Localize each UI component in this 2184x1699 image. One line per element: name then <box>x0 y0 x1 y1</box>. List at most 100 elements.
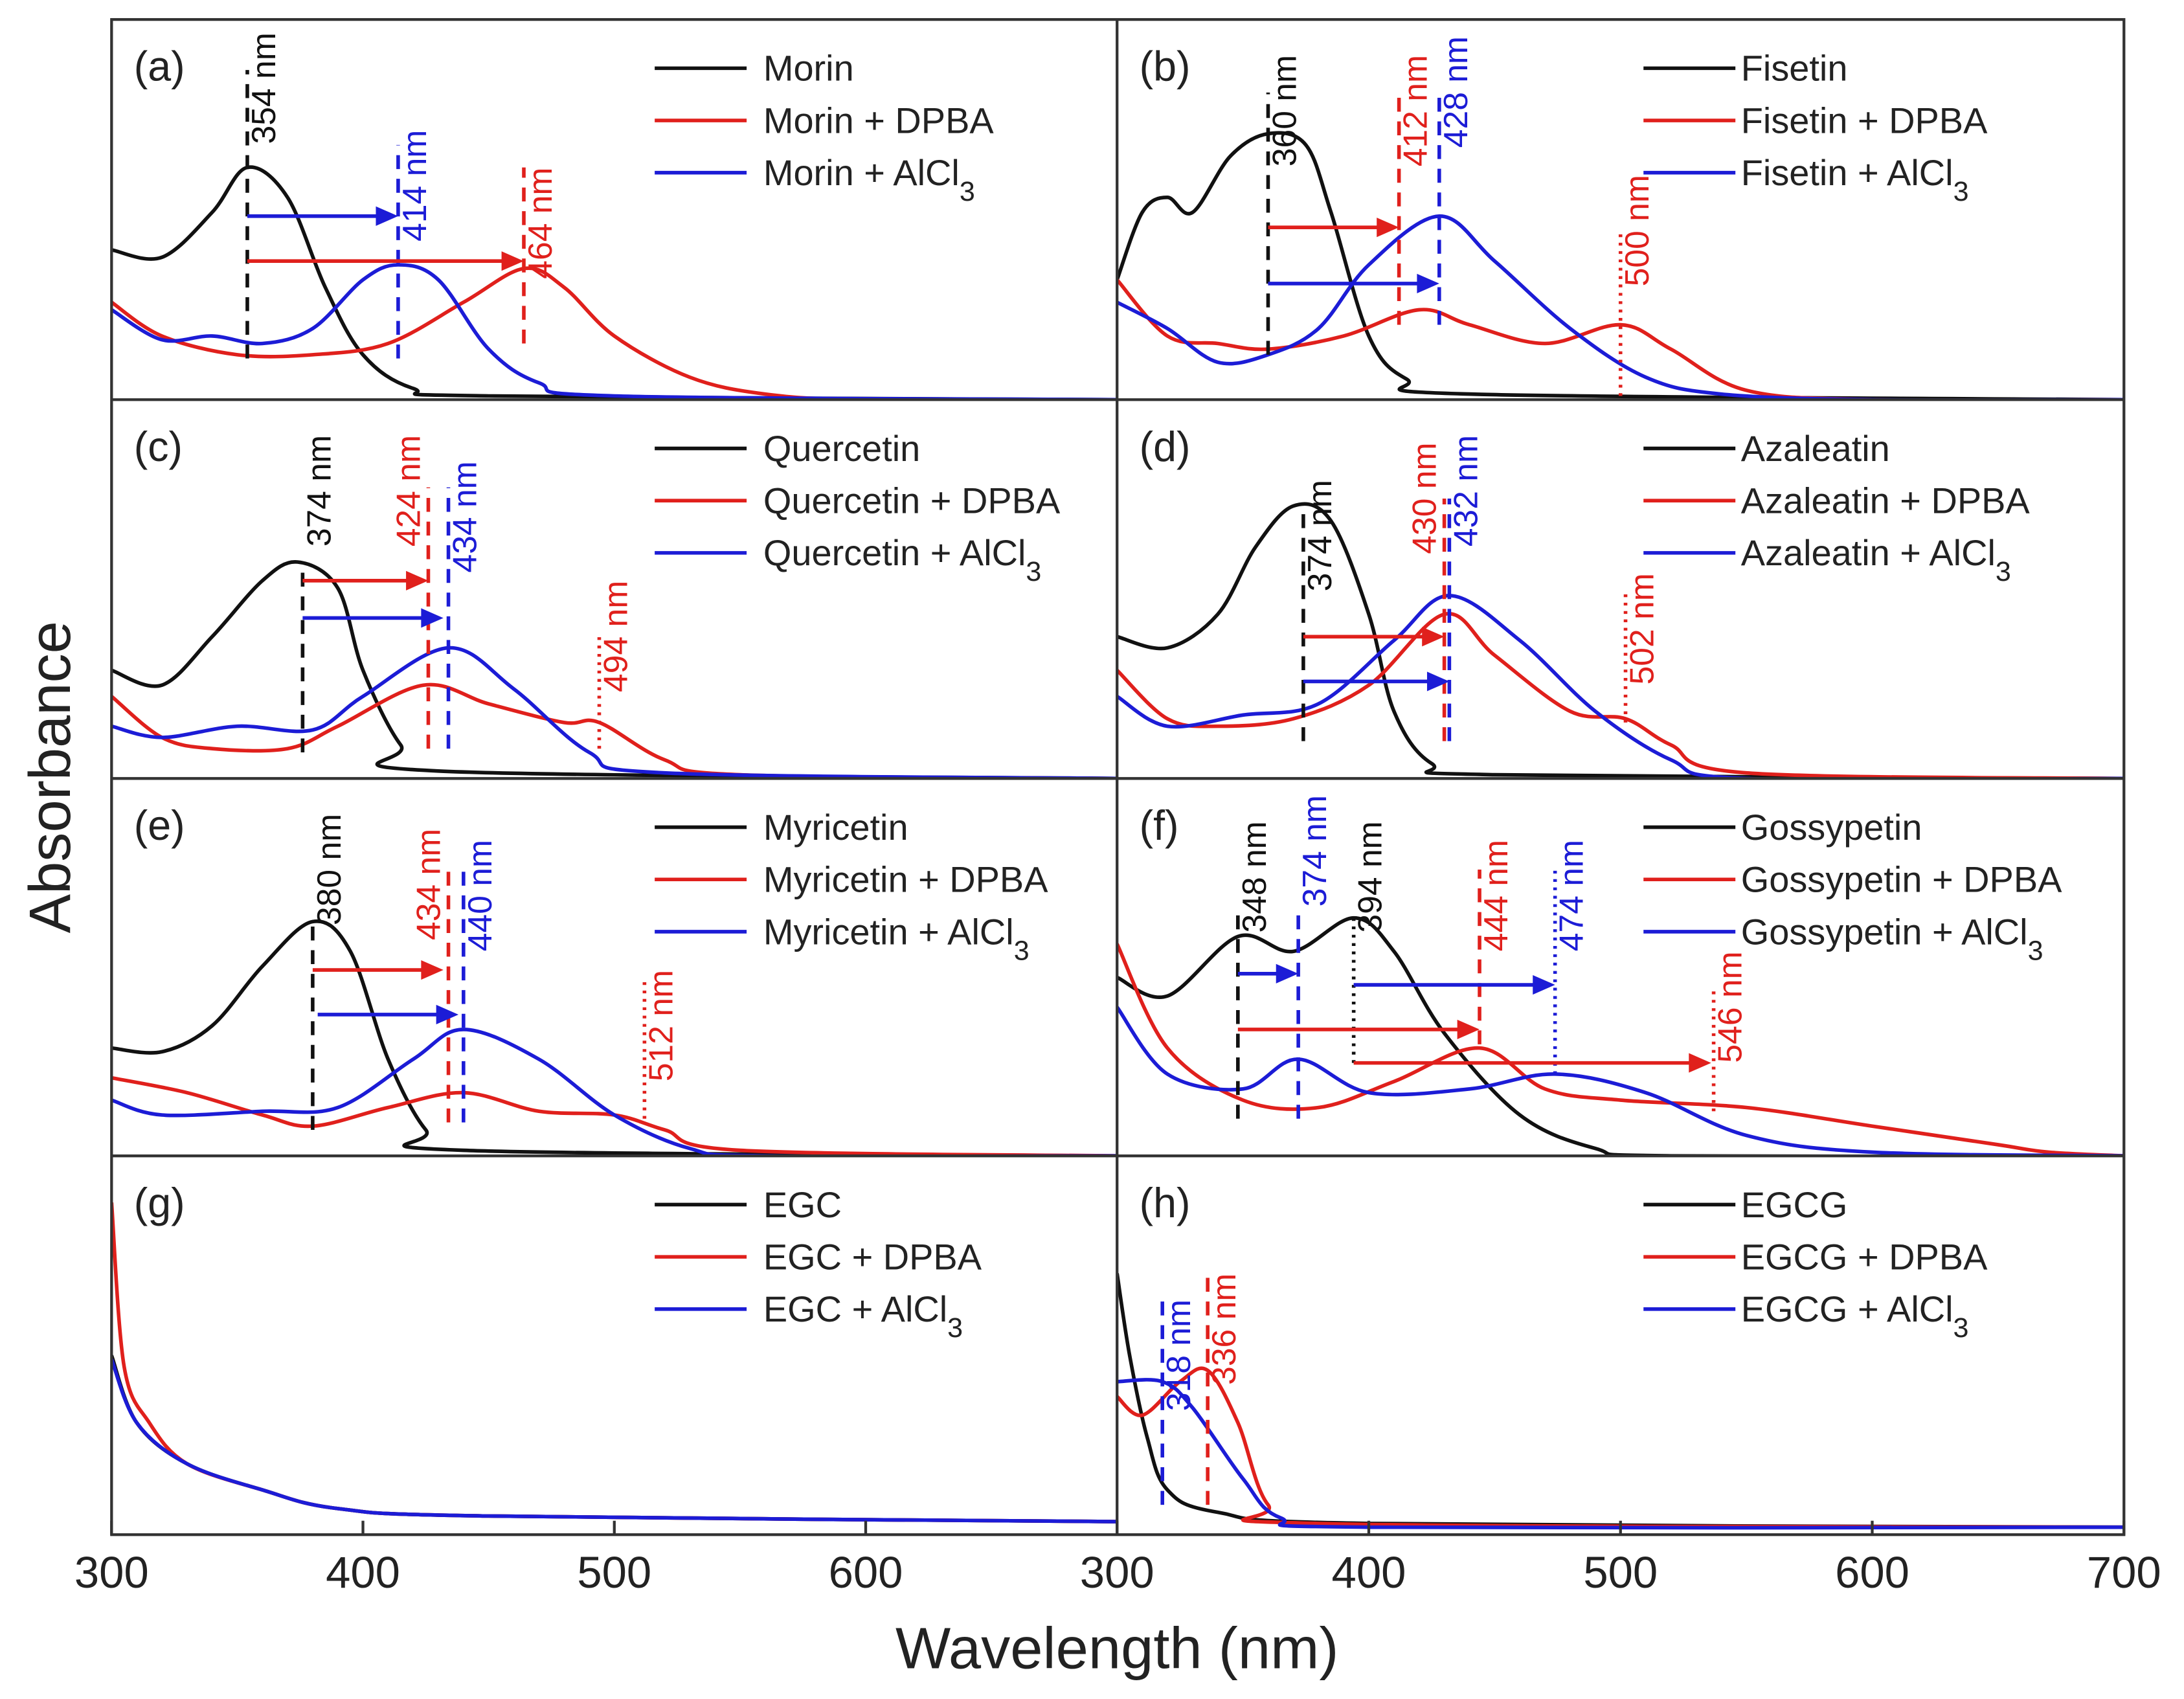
legend-entry: Gossypetin + DPBA <box>1741 859 2062 900</box>
peak-label: 494 nm <box>596 581 634 692</box>
peak-label: 434 nm <box>410 829 447 940</box>
legend-entry: EGC + AlCl3 <box>763 1288 963 1344</box>
x-tick-label: 300 <box>1080 1547 1154 1597</box>
x-tick-label: 400 <box>326 1547 400 1597</box>
peak-label: 412 nm <box>1397 55 1434 166</box>
x-tick-label: 300 <box>74 1547 149 1597</box>
panel-g: (g) EGC EGC + DPBA EGC + AlCl3 <box>111 1180 1118 1524</box>
peak-label: 318 nm <box>1160 1300 1197 1411</box>
spectrum-line <box>111 919 1118 1156</box>
panel-content: 354 nm 414 nm 464 nm <box>111 32 1118 400</box>
shift-arrow-head <box>1457 1019 1480 1039</box>
spectrum-line <box>111 1358 1118 1524</box>
panel-content: 374 nm 424 nm 434 nm 494 nm <box>111 435 1118 779</box>
spectrum-line <box>1117 131 2124 400</box>
panel-label: (c) <box>134 423 183 470</box>
legend-entry: EGC <box>763 1184 842 1225</box>
x-tick-label: 600 <box>1835 1547 1909 1597</box>
legend-entry: Morin <box>763 48 854 89</box>
shift-arrow-head <box>421 608 444 628</box>
peak-label: 546 nm <box>1711 951 1749 1063</box>
panel-content: 374 nm 430 nm 432 nm 502 nm <box>1117 435 2124 779</box>
panel-label: (d) <box>1140 423 1191 470</box>
x-tick-label: 500 <box>577 1547 651 1597</box>
peak-label: 354 nm <box>245 32 282 144</box>
shift-arrow-head <box>406 570 429 591</box>
peak-label: 444 nm <box>1477 840 1514 951</box>
peak-label: 374 nm <box>300 435 337 546</box>
spectrum-line <box>1117 612 2124 779</box>
shift-arrow-head <box>1426 671 1450 692</box>
panel-e: 380 nm 434 nm 440 nm 512 nm (e) Myricetin Myri… <box>111 802 1118 1156</box>
legend-entry: EGCG <box>1741 1184 1848 1225</box>
y-axis-label: Absorbance <box>17 621 83 933</box>
spectrum-line <box>1117 502 2124 779</box>
spectrum-line <box>111 682 1118 779</box>
x-tick-label: 400 <box>1332 1547 1406 1597</box>
panel-label: (f) <box>1140 802 1179 849</box>
shift-arrow-head <box>436 1004 459 1025</box>
peak-label: 380 nm <box>310 814 348 925</box>
shift-arrow-head <box>376 206 398 226</box>
panel-content: 318 nm 336 nm <box>1117 1273 2124 1530</box>
legend-entry: Quercetin <box>763 428 920 469</box>
peak-label: 434 nm <box>446 461 484 572</box>
x-tick-label: 700 <box>2087 1547 2161 1597</box>
peak-label: 430 nm <box>1406 443 1443 554</box>
legend-entry: EGC + DPBA <box>763 1236 982 1277</box>
panel-label: (h) <box>1140 1180 1191 1226</box>
spectrum-line <box>111 646 1118 779</box>
legend-entry: Myricetin <box>763 807 908 848</box>
spectrum-line <box>1117 1006 2124 1156</box>
legend-entry: Myricetin + DPBA <box>763 859 1048 900</box>
legend-entry: Gossypetin + AlCl3 <box>1741 911 2043 966</box>
x-tick-label: 500 <box>1583 1547 1658 1597</box>
peak-label: 464 nm <box>521 168 559 279</box>
peak-label: 440 nm <box>461 840 499 951</box>
legend-entry: Fisetin + AlCl3 <box>1741 152 1969 207</box>
spectrum-line <box>1117 1273 2124 1529</box>
panel-label: (e) <box>134 802 185 849</box>
panel-h: 318 nm 336 nm (h) EGCG EGCG + DPBA EGCG + AlC… <box>1117 1180 2124 1530</box>
spectrum-line <box>111 263 1118 400</box>
spectrum-line <box>111 1355 1118 1524</box>
peak-label: 474 nm <box>1553 840 1590 951</box>
peak-label: 414 nm <box>396 130 433 242</box>
panel-a: 354 nm 414 nm 464 nm (a) Morin Morin + DPBA Mo… <box>111 32 1118 400</box>
legend-entry: Myricetin + AlCl3 <box>763 911 1030 966</box>
peak-label: 374 nm <box>1301 480 1338 591</box>
peak-label: 348 nm <box>1235 821 1273 932</box>
legend-entry: Azaleatin <box>1741 428 1890 469</box>
legend-entry: Morin + DPBA <box>763 100 994 141</box>
peak-label: 432 nm <box>1447 435 1484 546</box>
legend-entry: Quercetin + AlCl3 <box>763 532 1041 587</box>
panel-content: 348 nm 374 nm 394 nm 444 nm 474 nm 546 nm <box>1117 795 2124 1156</box>
spectrum-line <box>1117 1378 2124 1530</box>
spectrum-line <box>1117 943 2124 1156</box>
spectrum-line <box>1117 594 2124 779</box>
shift-arrow-head <box>1417 273 1439 293</box>
peak-label: 394 nm <box>1351 821 1389 932</box>
x-axis: 300 400 500 600 300 400 500 600 700 <box>74 1520 2161 1597</box>
panel-content: 380 nm 434 nm 440 nm 512 nm <box>111 814 1118 1156</box>
peak-label: 500 nm <box>1618 175 1656 286</box>
spectrum-line <box>111 560 1118 779</box>
panel-f: 348 nm 374 nm 394 nm 444 nm 474 nm 546 nm (f) G… <box>1117 795 2124 1156</box>
legend-entry: Gossypetin <box>1741 807 1922 848</box>
peak-label: 336 nm <box>1205 1274 1243 1385</box>
shift-arrow-head <box>1276 963 1299 984</box>
panel-d: 374 nm 430 nm 432 nm 502 nm (d) Azaleatin Azal… <box>1117 423 2124 779</box>
peak-label: 424 nm <box>390 435 427 546</box>
panel-content <box>111 1202 1118 1524</box>
x-axis-label: Wavelength (nm) <box>895 1616 1338 1682</box>
shift-arrow-head <box>1422 627 1445 647</box>
legend-entry: Morin + AlCl3 <box>763 152 975 207</box>
peak-label: 512 nm <box>642 970 679 1081</box>
peak-label: 428 nm <box>1437 36 1474 148</box>
shift-arrow-head <box>1377 218 1399 238</box>
x-tick-label: 600 <box>829 1547 903 1597</box>
spectrum-line <box>1117 916 2124 1156</box>
spectrum-line <box>111 266 1118 400</box>
peak-label: 502 nm <box>1623 573 1661 684</box>
